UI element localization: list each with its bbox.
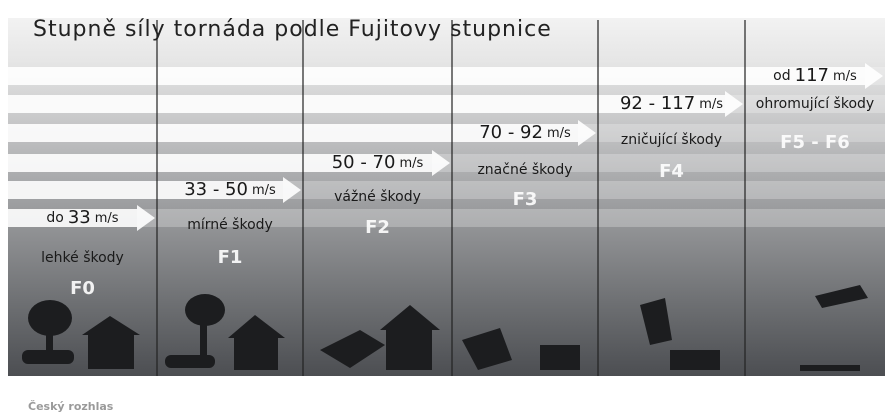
speed: od 117 m/s xyxy=(773,65,857,86)
speed-unit: m/s xyxy=(399,156,423,171)
speed-unit: m/s xyxy=(699,97,723,112)
speed-value: 117 xyxy=(795,65,829,86)
damage: mírné škody xyxy=(187,217,273,233)
f-label: F4 xyxy=(659,161,684,182)
speed-value: 33 - 50 xyxy=(184,179,248,200)
speed-value: 70 - 92 xyxy=(479,122,543,143)
title: Stupně síly tornáda podle Fujitovy stupn… xyxy=(33,17,552,42)
damage: značné škody xyxy=(477,162,572,178)
footer-logo: Český rozhlas xyxy=(28,400,114,413)
f-label: F2 xyxy=(365,217,390,238)
speed: 70 - 92 m/s xyxy=(479,122,571,143)
speed-unit: m/s xyxy=(547,126,571,141)
f-label: F1 xyxy=(218,247,243,268)
f-label: F0 xyxy=(70,278,95,299)
speed: 92 - 117 m/s xyxy=(620,93,723,114)
damage: ohromující škody xyxy=(756,96,874,112)
damage: vážné škody xyxy=(334,189,421,205)
f-label: F5 - F6 xyxy=(780,132,850,153)
speed-prefix: od xyxy=(773,68,790,84)
damage: lehké škody xyxy=(41,250,124,266)
speed: 33 - 50 m/s xyxy=(184,179,276,200)
speed: do 33 m/s xyxy=(46,207,118,228)
speed-value: 50 - 70 xyxy=(332,152,396,173)
speed-unit: m/s xyxy=(95,211,119,226)
speed-unit: m/s xyxy=(833,69,857,84)
speed-value: 92 - 117 xyxy=(620,93,695,114)
arrow-body xyxy=(8,67,865,85)
f-label: F3 xyxy=(513,189,538,210)
speed-prefix: do xyxy=(46,210,63,226)
infographic: do 33 m/s lehké škody F0 33 - 50 m/s mírné škod… xyxy=(0,0,890,417)
arrow-body xyxy=(8,95,725,113)
speed-unit: m/s xyxy=(252,183,276,198)
damage: zničující škody xyxy=(621,132,722,148)
speed-value: 33 xyxy=(68,207,91,228)
